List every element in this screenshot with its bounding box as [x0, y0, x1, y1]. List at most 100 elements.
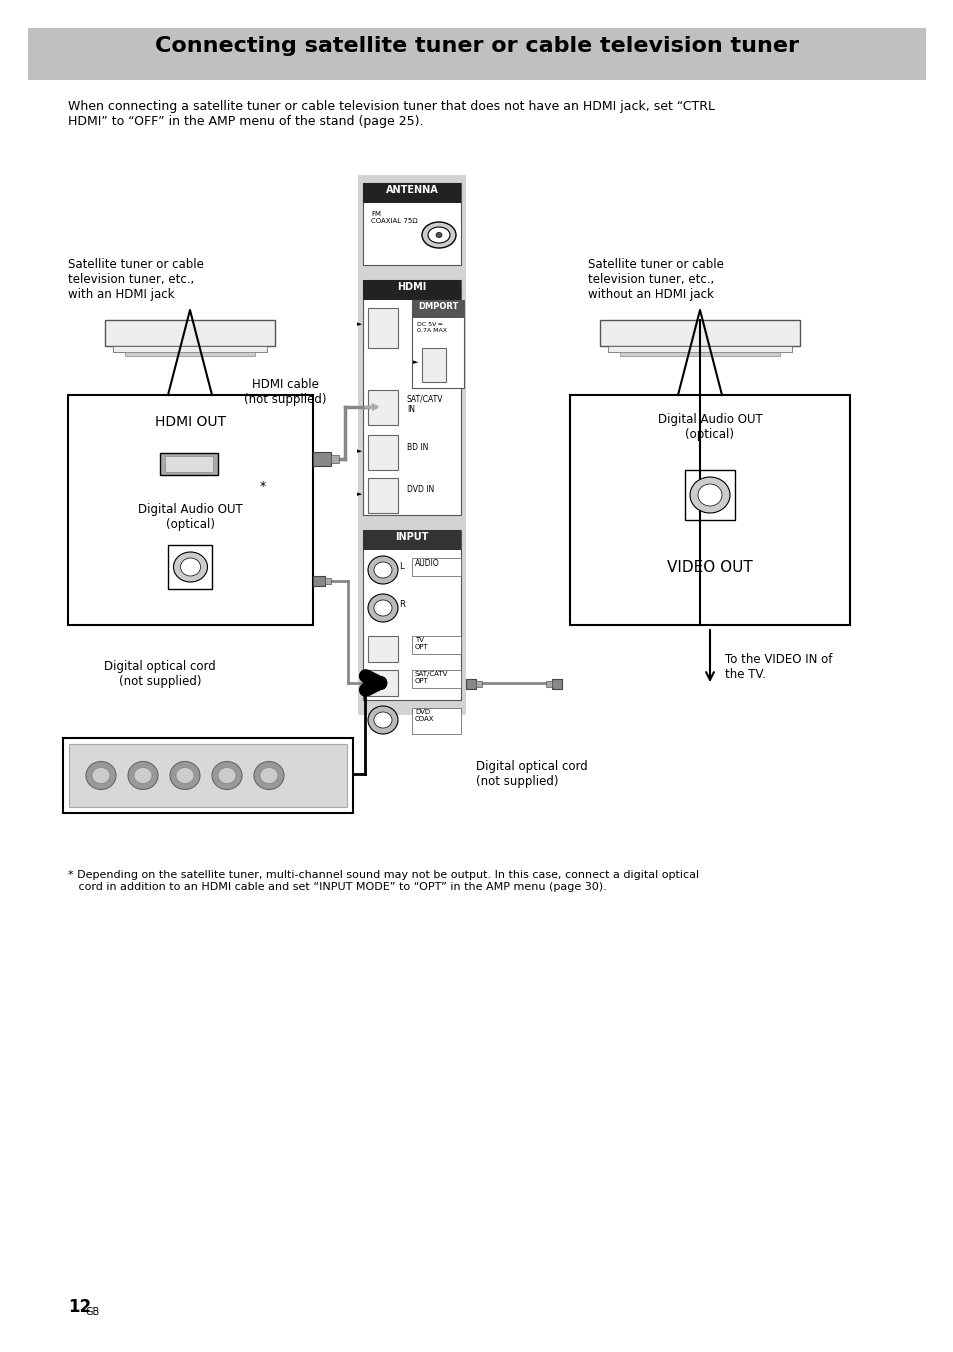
Bar: [412, 300, 463, 388]
Text: BD IN: BD IN: [407, 442, 428, 452]
Ellipse shape: [170, 761, 200, 790]
Text: When connecting a satellite tuner or cable television tuner that does not have a: When connecting a satellite tuner or cab…: [68, 100, 714, 128]
Text: HDMI: HDMI: [397, 283, 426, 292]
Bar: [169, 545, 213, 589]
Bar: [368, 671, 397, 696]
Text: SAT/CATV
IN: SAT/CATV IN: [407, 395, 443, 415]
Bar: [112, 346, 267, 352]
Ellipse shape: [212, 761, 242, 790]
Bar: [331, 456, 338, 462]
Ellipse shape: [180, 558, 200, 576]
Bar: [569, 395, 849, 625]
Text: HDMI OUT: HDMI OUT: [154, 415, 226, 429]
Ellipse shape: [374, 600, 392, 617]
Text: Satellite tuner or cable
television tuner, etc.,
without an HDMI jack: Satellite tuner or cable television tune…: [587, 258, 723, 301]
Text: DVD
COAX: DVD COAX: [415, 708, 434, 722]
Text: Satellite tuner or cable
television tuner, etc.,
with an HDMI jack: Satellite tuner or cable television tune…: [68, 258, 204, 301]
Bar: [160, 453, 218, 475]
Ellipse shape: [374, 713, 392, 727]
Bar: [325, 579, 331, 584]
Bar: [368, 635, 397, 662]
Text: DC 5V ═
0.7A MAX: DC 5V ═ 0.7A MAX: [416, 322, 447, 333]
Bar: [363, 183, 460, 203]
Bar: [363, 183, 460, 265]
Text: Digital optical cord
(not supplied): Digital optical cord (not supplied): [104, 660, 215, 688]
Text: GB: GB: [86, 1307, 100, 1317]
Ellipse shape: [368, 706, 397, 734]
Ellipse shape: [698, 484, 721, 506]
Ellipse shape: [91, 768, 110, 784]
Text: TV
OPT: TV OPT: [415, 637, 428, 650]
Text: DVD IN: DVD IN: [407, 485, 434, 495]
Bar: [421, 347, 446, 383]
Text: SAT/CATV
OPT: SAT/CATV OPT: [415, 671, 448, 684]
Ellipse shape: [218, 768, 235, 784]
Bar: [368, 389, 397, 425]
Text: To the VIDEO IN of
the TV.: To the VIDEO IN of the TV.: [724, 653, 832, 681]
Text: TV OUT
ARC: TV OUT ARC: [416, 318, 445, 338]
Ellipse shape: [128, 761, 158, 790]
Text: * Depending on the satellite tuner, multi-channel sound may not be output. In th: * Depending on the satellite tuner, mult…: [68, 869, 699, 891]
Text: *: *: [260, 480, 266, 493]
Bar: [368, 479, 397, 512]
Text: ►: ►: [357, 448, 362, 454]
Text: FM
COAXIAL 75Ω: FM COAXIAL 75Ω: [371, 211, 417, 224]
Ellipse shape: [368, 594, 397, 622]
Bar: [599, 320, 800, 346]
Bar: [363, 530, 460, 550]
Ellipse shape: [428, 227, 450, 243]
Bar: [363, 280, 460, 300]
Bar: [552, 679, 561, 690]
Bar: [412, 558, 460, 576]
Text: L: L: [398, 562, 403, 571]
Bar: [465, 679, 476, 690]
Text: ►: ►: [413, 360, 418, 365]
Ellipse shape: [421, 222, 456, 247]
Ellipse shape: [133, 768, 152, 784]
Bar: [684, 470, 734, 521]
Text: Digital Audio OUT
(optical): Digital Audio OUT (optical): [657, 412, 761, 441]
Ellipse shape: [374, 562, 392, 579]
Bar: [545, 681, 552, 687]
Bar: [363, 530, 460, 700]
Text: ANTENNA: ANTENNA: [385, 185, 438, 195]
Bar: [313, 576, 325, 585]
Text: Connecting satellite tuner or cable television tuner: Connecting satellite tuner or cable tele…: [154, 37, 799, 55]
Ellipse shape: [368, 556, 397, 584]
Bar: [363, 280, 460, 515]
Ellipse shape: [173, 552, 208, 581]
Bar: [619, 352, 780, 356]
Ellipse shape: [86, 761, 116, 790]
Bar: [412, 708, 460, 734]
Text: ►: ►: [357, 320, 362, 327]
Text: VIDEO OUT: VIDEO OUT: [666, 560, 752, 575]
Text: Digital optical cord
(not supplied): Digital optical cord (not supplied): [476, 760, 587, 788]
Bar: [165, 456, 213, 472]
Ellipse shape: [436, 233, 441, 238]
Ellipse shape: [175, 768, 193, 784]
Text: AUDIO: AUDIO: [415, 558, 439, 568]
Text: 12: 12: [68, 1298, 91, 1315]
Text: Digital Audio OUT
(optical): Digital Audio OUT (optical): [138, 503, 243, 531]
Text: R: R: [398, 600, 404, 608]
Bar: [368, 435, 397, 470]
Bar: [412, 300, 463, 318]
Bar: [69, 744, 347, 807]
Bar: [125, 352, 254, 356]
Bar: [63, 738, 353, 813]
Bar: [28, 28, 925, 80]
Text: HDMI cable
(not supplied): HDMI cable (not supplied): [244, 379, 326, 406]
Bar: [313, 452, 331, 466]
Bar: [105, 320, 274, 346]
Bar: [68, 395, 313, 625]
Text: ►: ►: [357, 491, 362, 498]
Bar: [476, 681, 481, 687]
Bar: [607, 346, 791, 352]
Text: INPUT: INPUT: [395, 531, 428, 542]
Bar: [412, 671, 460, 688]
Bar: [412, 635, 460, 654]
Ellipse shape: [260, 768, 277, 784]
Ellipse shape: [253, 761, 284, 790]
Text: DMPORT: DMPORT: [417, 301, 457, 311]
Bar: [357, 174, 465, 715]
